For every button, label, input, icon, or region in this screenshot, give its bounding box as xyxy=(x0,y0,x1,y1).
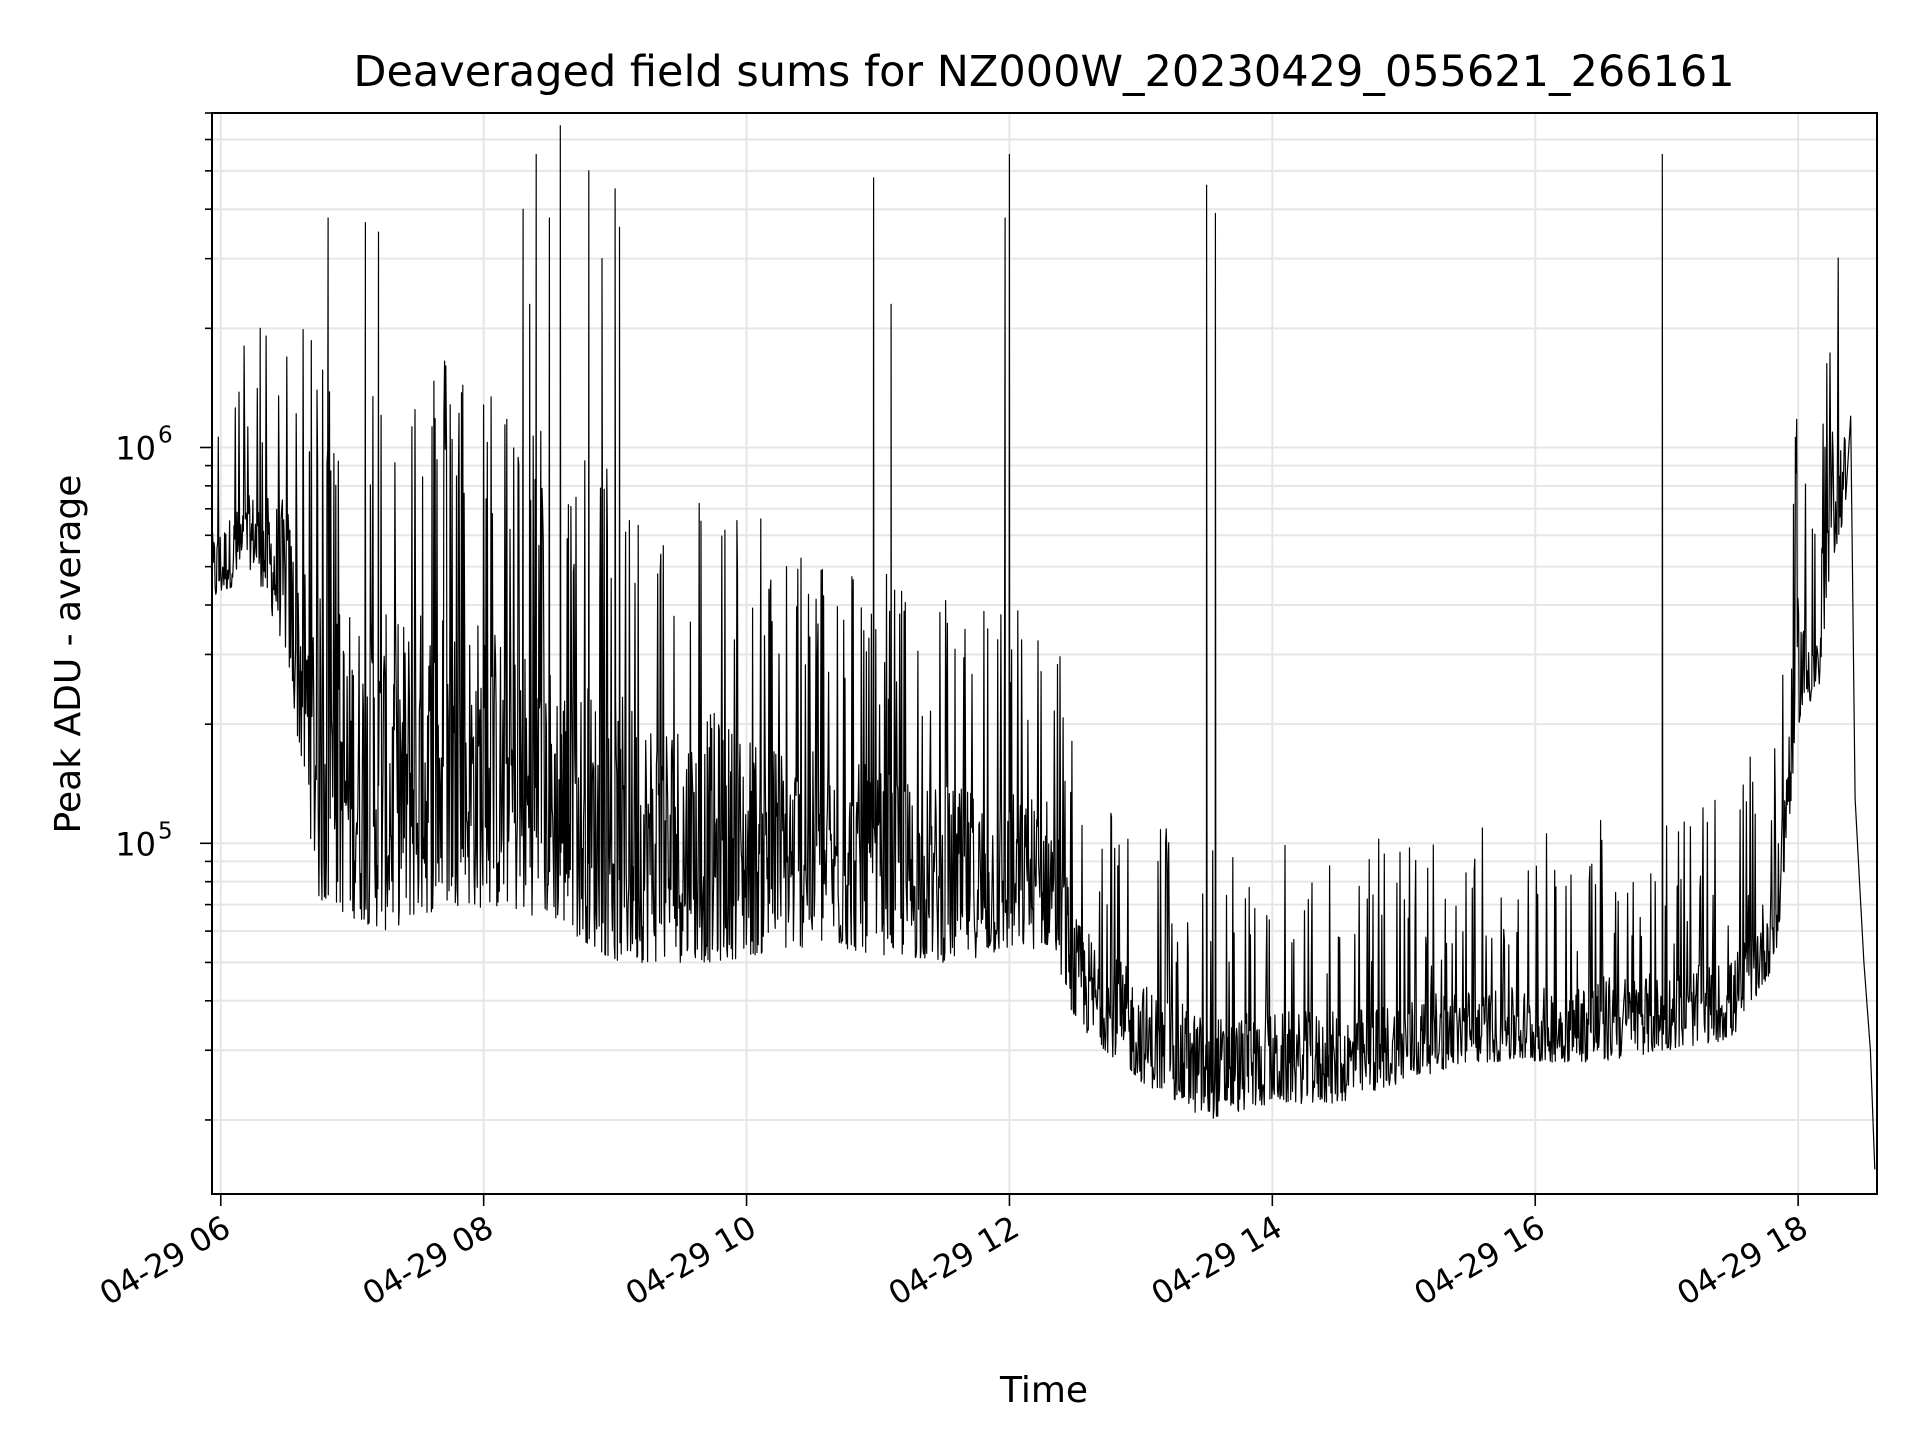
y-tick-exponent: 6 xyxy=(158,422,173,448)
y-axis-label: Peak ADU - average xyxy=(48,475,89,834)
series-line xyxy=(211,125,1876,1170)
y-tick-exponent: 5 xyxy=(158,818,173,844)
y-tick-label: 10 xyxy=(115,429,156,467)
y-tick-label: 10 xyxy=(115,825,156,863)
chart-title: Deaveraged field sums for NZ000W_2023042… xyxy=(353,47,1734,97)
plot-area xyxy=(211,125,1876,1170)
x-axis-label: Time xyxy=(999,1370,1088,1411)
grid-lines xyxy=(212,112,1877,1194)
axes-frame xyxy=(211,112,1878,1195)
